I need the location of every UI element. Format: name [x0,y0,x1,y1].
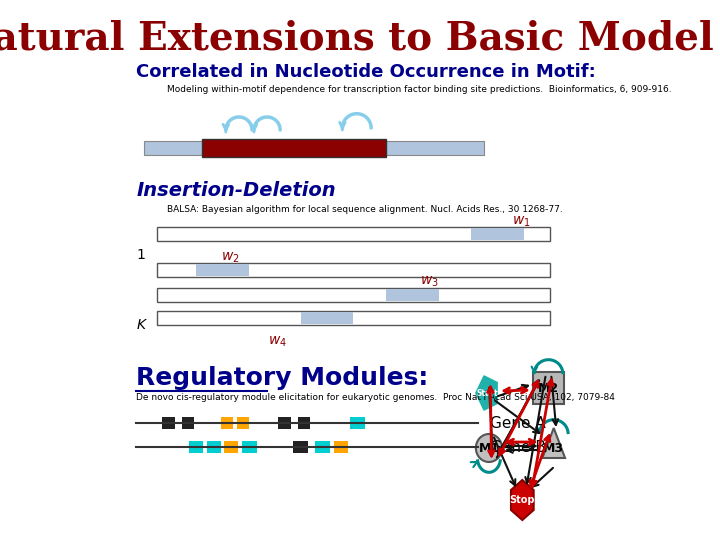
FancyBboxPatch shape [157,227,550,241]
Text: BALSA: Bayesian algorithm for local sequence alignment. Nucl. Acids Res., 30 126: BALSA: Bayesian algorithm for local sequ… [167,206,562,214]
Bar [334,441,348,453]
FancyBboxPatch shape [144,141,485,155]
FancyBboxPatch shape [157,263,550,277]
Bar [207,441,221,453]
Text: M1: M1 [478,442,500,455]
FancyBboxPatch shape [202,139,386,157]
FancyBboxPatch shape [157,288,550,302]
Text: Natural Extensions to Basic Model II: Natural Extensions to Basic Model II [0,19,720,57]
FancyBboxPatch shape [157,311,550,325]
FancyBboxPatch shape [301,312,354,324]
Text: $w_2$: $w_2$ [221,251,240,265]
Text: De novo cis-regulatory module elicitation for eukaryotic genomes.  Proc Nat'l Ac: De novo cis-regulatory module elicitatio… [136,394,615,402]
Text: M2: M2 [538,381,559,395]
Text: $w_3$: $w_3$ [420,275,439,289]
FancyBboxPatch shape [386,289,438,301]
Bar [278,417,292,429]
Text: Modeling within-motif dependence for transcription factor binding site predictio: Modeling within-motif dependence for tra… [167,85,672,94]
Text: Start: Start [477,388,498,397]
Text: Correlated in Nucleotide Occurrence in Motif:: Correlated in Nucleotide Occurrence in M… [136,63,596,81]
Bar [350,417,364,429]
Text: Insertion-Deletion: Insertion-Deletion [136,180,336,199]
Bar [221,417,233,429]
Bar [162,417,176,429]
Text: Gene B: Gene B [490,440,546,455]
FancyBboxPatch shape [472,228,523,240]
Bar [237,417,248,429]
Text: K: K [136,318,145,332]
Text: 1: 1 [136,248,145,262]
Text: Gene A: Gene A [490,415,545,430]
Text: Regulatory Modules:: Regulatory Modules: [136,366,428,390]
FancyBboxPatch shape [197,264,248,276]
Text: Stop: Stop [510,495,535,505]
Bar [242,441,256,453]
Bar [189,441,203,453]
Text: $w_1$: $w_1$ [512,215,531,229]
Ellipse shape [476,434,502,462]
Text: M3: M3 [543,442,564,455]
Bar [224,441,238,453]
Text: $w_4$: $w_4$ [269,335,287,349]
Bar [182,417,194,429]
Bar [298,417,310,429]
Bar [315,441,330,453]
Bar [293,441,307,453]
FancyBboxPatch shape [533,372,564,404]
